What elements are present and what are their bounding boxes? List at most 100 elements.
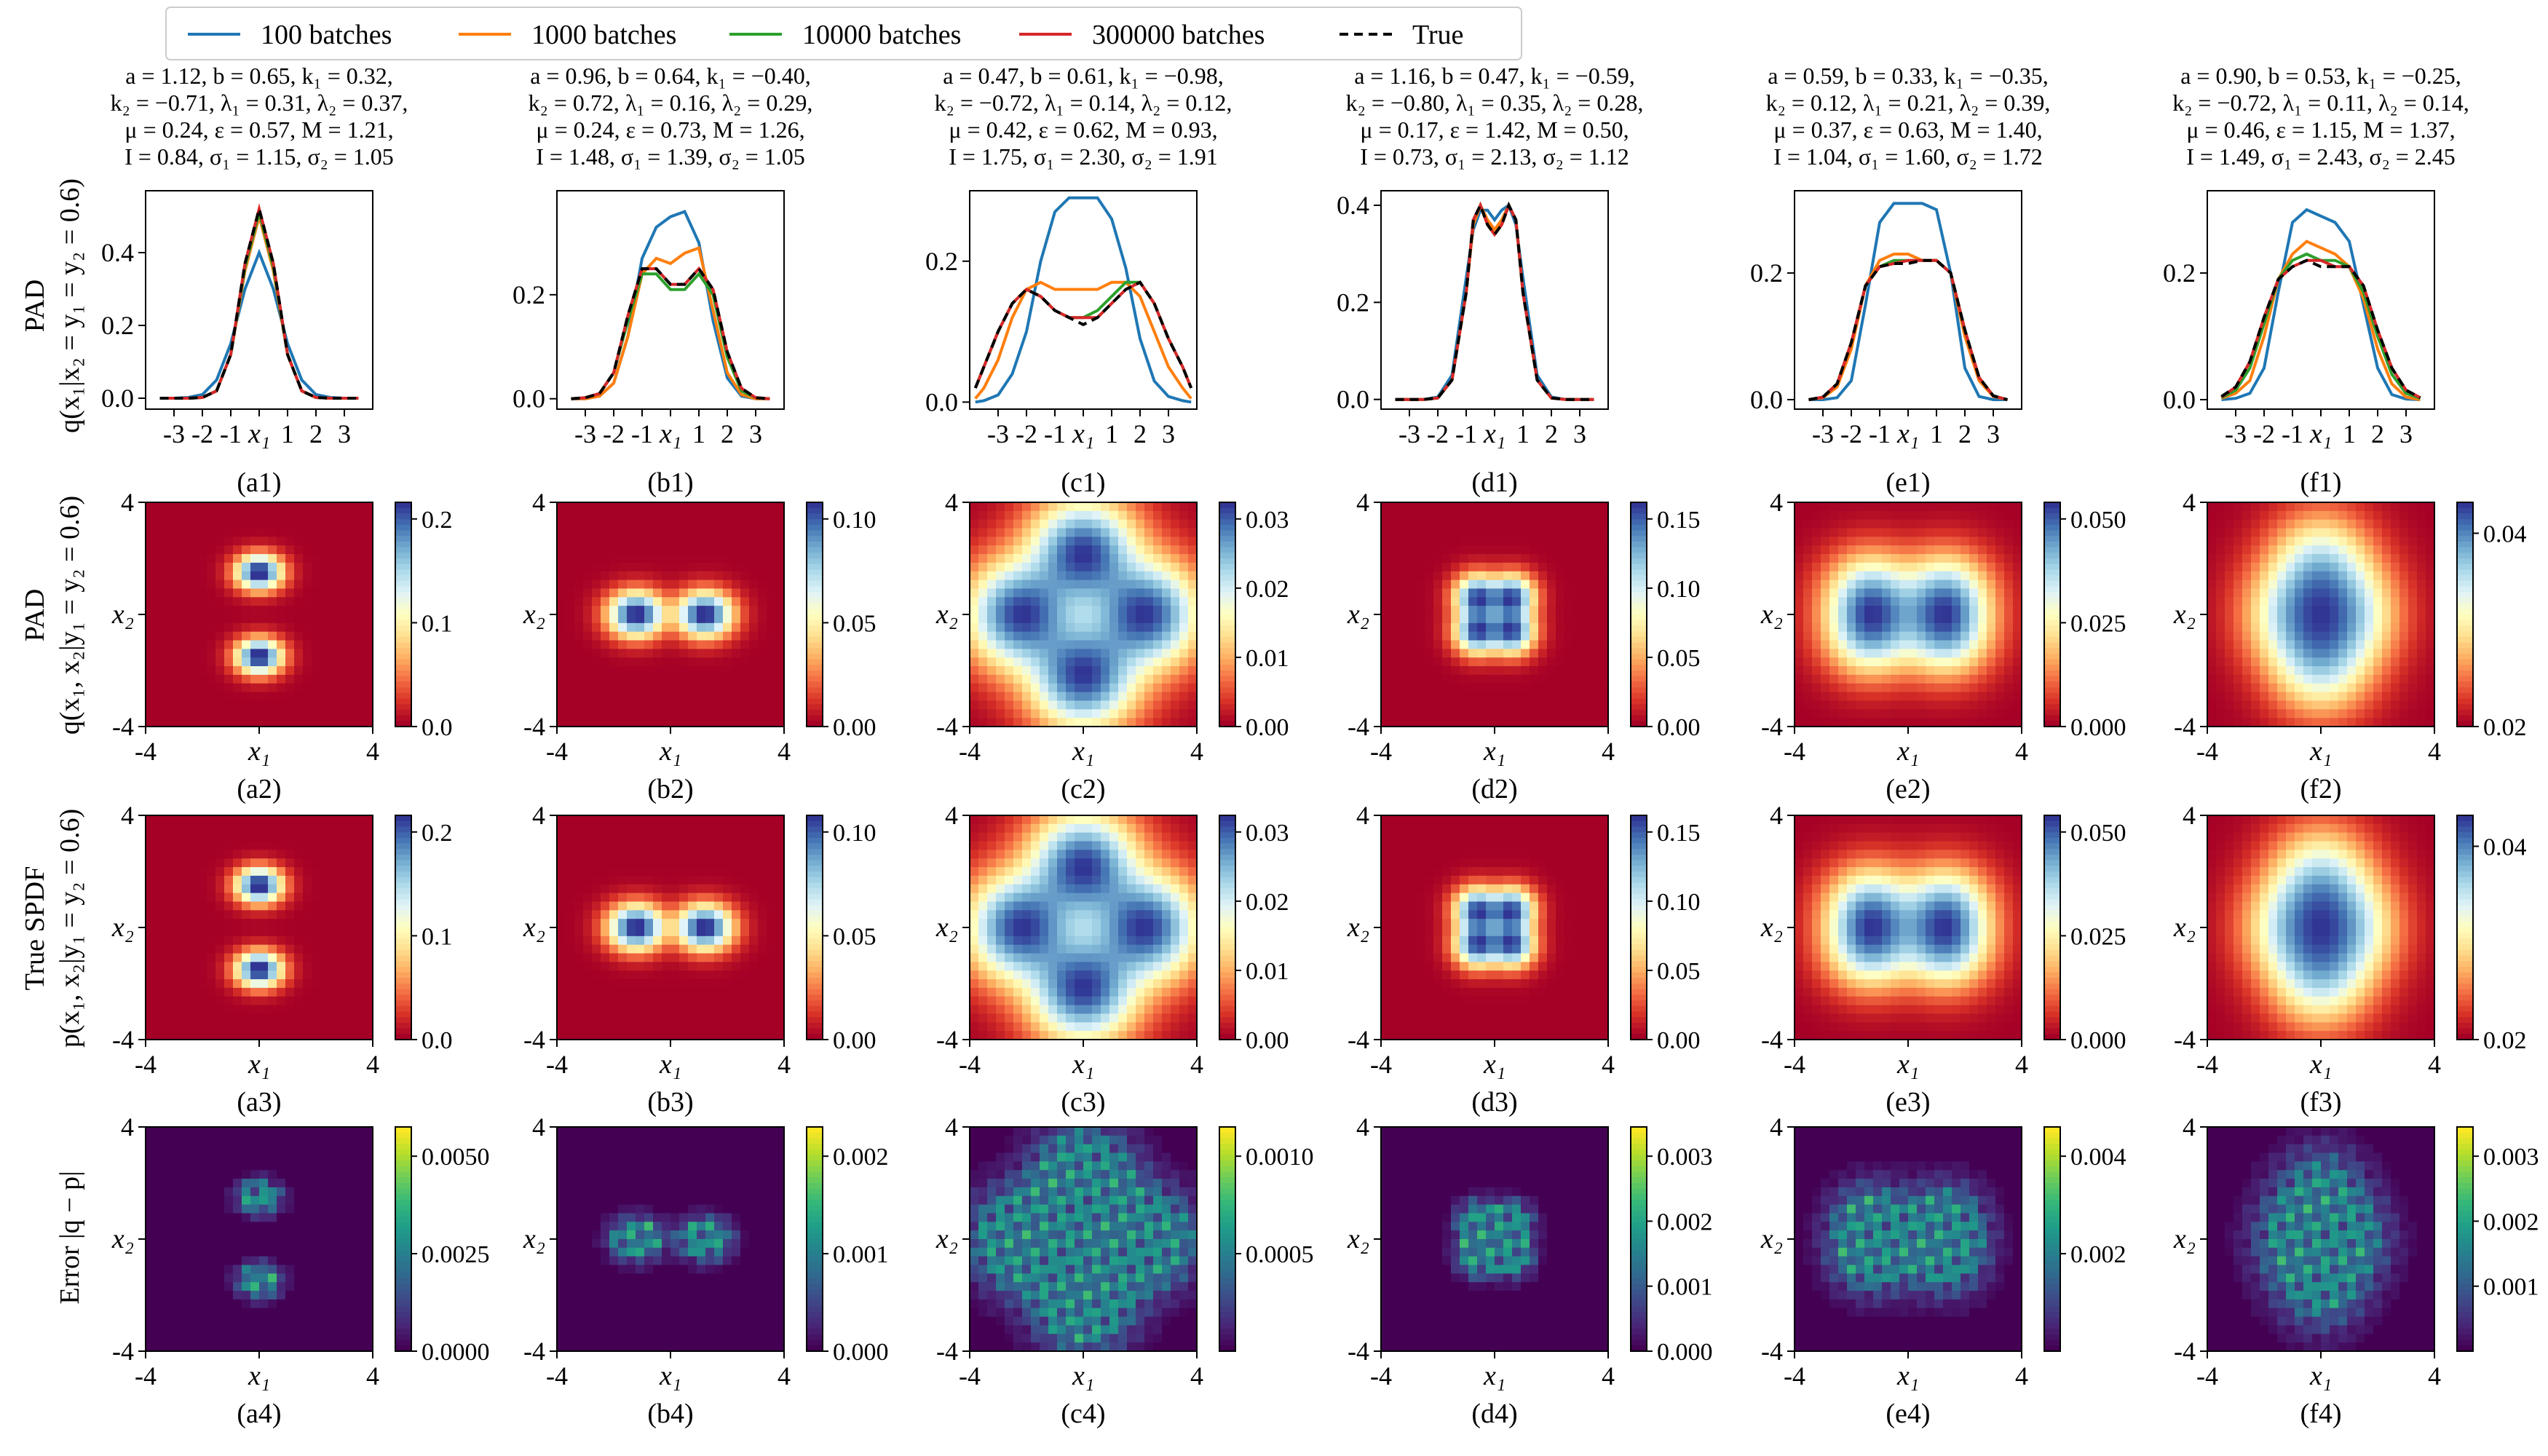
heat-cell — [277, 666, 286, 675]
heat-cell — [189, 1334, 199, 1342]
heat-cell — [320, 632, 330, 641]
heat-cell — [242, 537, 251, 545]
heat-cell — [163, 1282, 173, 1291]
heat-cell — [644, 580, 654, 589]
heat-cell — [338, 511, 347, 520]
heat-cell — [268, 815, 277, 824]
heat-cell — [697, 1179, 706, 1187]
heat-cell — [172, 1153, 181, 1162]
heat-cell — [987, 563, 997, 571]
heat-cell — [662, 1334, 671, 1342]
heat-cell — [285, 876, 295, 885]
heat-cell — [259, 529, 269, 537]
param-line: μ = 0.24, ε = 0.57, M = 1.21, — [124, 116, 393, 143]
heat-cell — [224, 997, 234, 1005]
heat-cell — [233, 1179, 242, 1187]
heat-cell — [268, 1013, 277, 1022]
colorbar-step — [395, 815, 411, 822]
heat-cell — [1031, 545, 1040, 554]
heat-cell — [566, 885, 575, 893]
heat-cell — [163, 997, 173, 1005]
heat-cell — [653, 545, 662, 554]
heat-cell — [250, 571, 260, 580]
heat-cell — [303, 919, 312, 927]
heat-cell — [679, 954, 689, 962]
heat-cell — [242, 997, 251, 1005]
heat-cell — [644, 867, 654, 876]
heat-cell — [1013, 580, 1023, 589]
heat-cell — [355, 876, 365, 885]
heat-cell — [294, 927, 304, 936]
colorbar-step — [395, 1029, 411, 1035]
heat-cell — [294, 885, 304, 893]
heat-cell — [285, 520, 295, 529]
heat-cell — [294, 1179, 304, 1187]
heat-cell — [1013, 520, 1023, 529]
heat-cell — [714, 709, 724, 718]
heat-cell — [242, 1239, 251, 1248]
heat-cell — [705, 1170, 715, 1179]
colorbar-step — [395, 984, 411, 990]
heat-cell — [601, 979, 610, 988]
heat-cell — [250, 1273, 260, 1282]
heat-cell — [146, 970, 155, 979]
heat-cell — [146, 709, 155, 718]
heat-cell — [767, 692, 776, 701]
heat-cell — [347, 1317, 356, 1326]
heat-cell — [618, 1187, 628, 1196]
heat-cell — [285, 1005, 295, 1014]
y-tick-label: 0.2 — [925, 247, 958, 276]
heat-cell — [259, 1179, 269, 1187]
heat-cell — [609, 1248, 619, 1257]
heat-cell — [163, 1334, 173, 1342]
colorbar-step — [807, 871, 823, 878]
heat-cell — [294, 709, 304, 718]
heat-cell — [1109, 597, 1119, 606]
heat-cell — [557, 692, 566, 701]
heat-cell — [670, 901, 680, 910]
heat-cell — [224, 692, 234, 701]
heat-cell — [303, 1022, 312, 1031]
heat-cell — [583, 537, 593, 545]
heat-cell — [338, 1325, 347, 1334]
heat-cell — [207, 1239, 216, 1248]
heat-cell — [767, 1136, 776, 1144]
heat-cell — [714, 893, 724, 902]
heat-cell — [181, 718, 190, 727]
heat-cell — [688, 1013, 697, 1022]
heat-cell — [320, 675, 330, 684]
row-label-line1: PAD — [20, 589, 50, 642]
heat-cell — [233, 858, 242, 867]
heat-cell — [329, 1153, 339, 1162]
heat-cell — [198, 833, 207, 842]
heat-cell — [250, 1022, 260, 1031]
heat-cell — [670, 1239, 680, 1248]
heat-cell — [154, 962, 164, 970]
heat-cell — [154, 718, 164, 727]
heat-cell — [697, 700, 706, 709]
heat-cell — [662, 842, 671, 850]
heat-cell — [583, 606, 593, 614]
colorbar-step — [807, 592, 823, 598]
heat-cell — [775, 1299, 785, 1308]
heat-cell — [189, 936, 199, 945]
heat-cell — [320, 537, 330, 545]
heat-cell — [294, 700, 304, 709]
heat-cell — [618, 614, 628, 623]
heat-cell — [312, 597, 321, 606]
heat-cell — [679, 1022, 689, 1031]
heat-cell — [732, 867, 741, 876]
heat-cell — [627, 1127, 636, 1136]
colorbar-step — [807, 1133, 823, 1139]
heat-cell — [347, 842, 356, 850]
heat-cell — [609, 1022, 619, 1031]
heat-cell — [1022, 537, 1032, 545]
heat-cell — [355, 675, 365, 684]
heat-cell — [732, 1161, 741, 1170]
heat-cell — [583, 1179, 593, 1187]
heat-cell — [329, 709, 339, 718]
heat-cell — [767, 867, 776, 876]
heat-cell — [1013, 614, 1023, 623]
heat-cell — [688, 970, 697, 979]
colorbar-step — [395, 687, 411, 694]
